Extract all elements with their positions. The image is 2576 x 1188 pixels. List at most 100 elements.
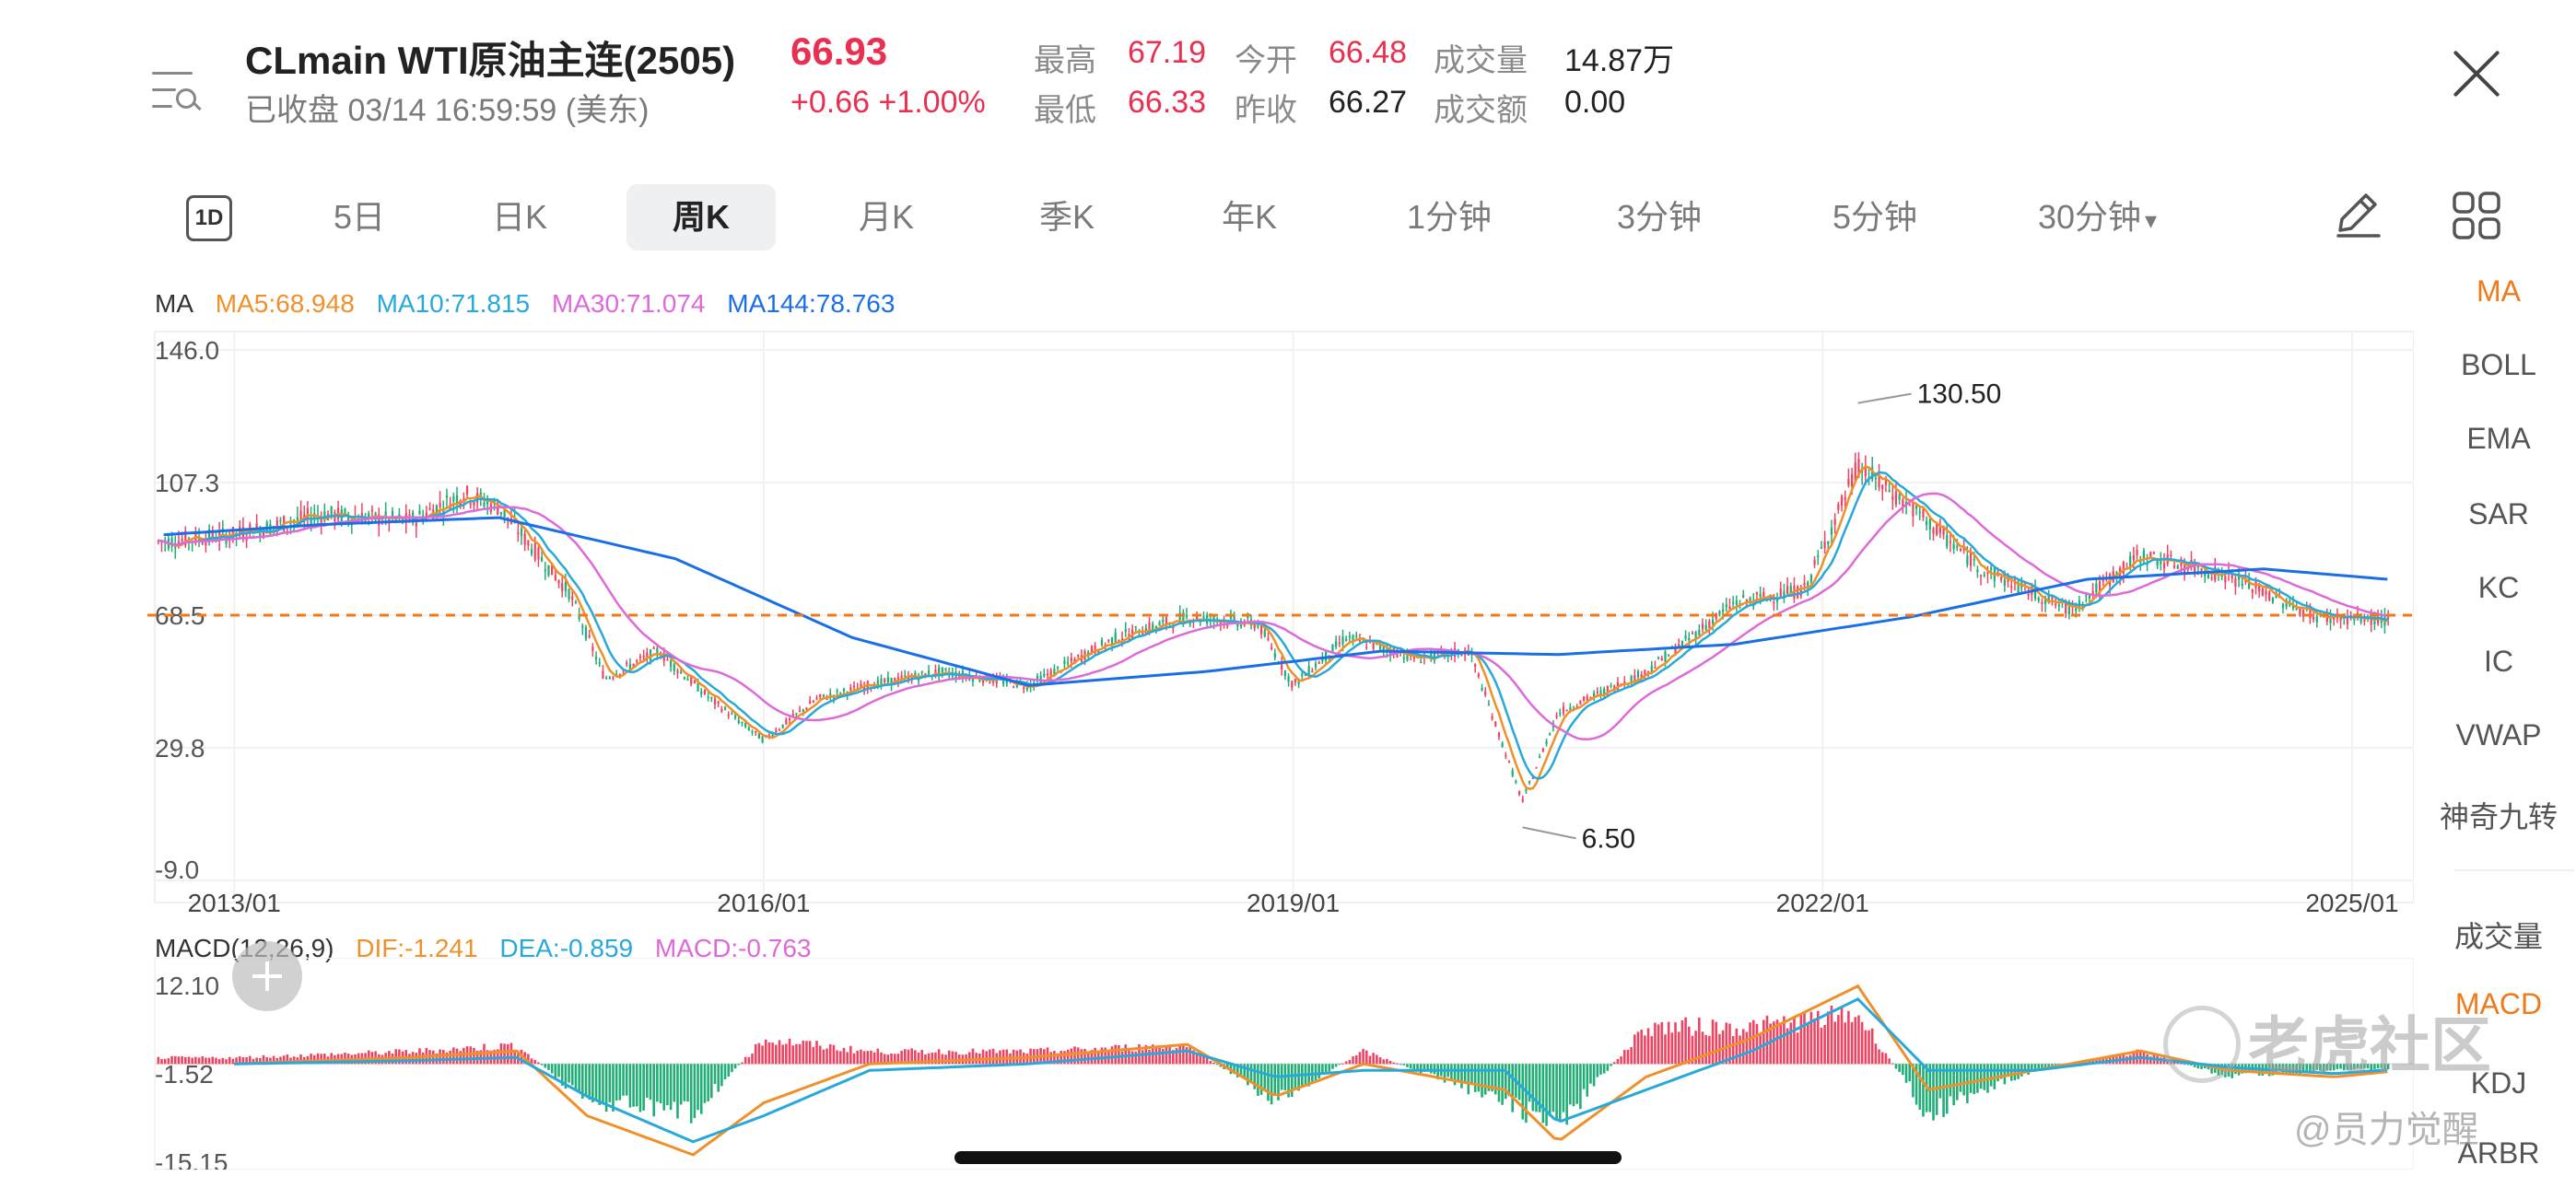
macd-histogram-bar (1799, 1014, 1803, 1065)
candle-body (683, 677, 685, 680)
tab-5min[interactable]: 5分钟 (1832, 198, 1918, 236)
macd-histogram-bar (1233, 1064, 1235, 1075)
candle-body (717, 701, 720, 704)
sidebar-item-sar[interactable]: SAR (2468, 497, 2529, 530)
macd-histogram-bar (1545, 1064, 1548, 1126)
macd-histogram-bar (1253, 1064, 1257, 1089)
sidebar-item-arbr[interactable]: ARBR (2457, 1136, 2540, 1170)
chevron-down-icon: ▾ (2145, 206, 2158, 234)
macd-histogram-bar (1949, 1064, 1952, 1097)
tab-30min[interactable]: 30分钟 ▾ (2038, 184, 2195, 250)
tab-quarterly-k[interactable]: 季K (1038, 198, 1095, 236)
candle-body (1311, 670, 1314, 673)
macd-histogram-bar (1083, 1048, 1086, 1065)
candle-body (1525, 789, 1528, 792)
candle-body (1701, 623, 1704, 629)
macd-histogram-bar (1419, 1064, 1423, 1074)
macd-histogram-bar (1739, 1035, 1741, 1065)
macd-histogram-bar (1249, 1064, 1253, 1083)
candle-body (1881, 484, 1884, 489)
macd-histogram-bar (272, 1055, 275, 1065)
macd-histogram-bar (591, 1064, 594, 1102)
tab-1min[interactable]: 1分钟 (1406, 198, 1493, 236)
macd-histogram-bar (1680, 1019, 1684, 1065)
grid-layout-icon[interactable] (2451, 190, 2502, 241)
stat-label-turnover: 成交额 (1434, 93, 1528, 128)
home-indicator[interactable] (954, 1151, 1622, 1164)
sidebar-item-ma[interactable]: MA (2476, 274, 2521, 308)
candle-body (2057, 604, 2060, 607)
min-price-annotation: 6.50 (1582, 823, 1635, 854)
macd-histogram-bar (812, 1046, 815, 1065)
tab-5day[interactable]: 5日 (333, 198, 386, 236)
candle-body (2043, 597, 2047, 604)
macd-histogram-bar (1670, 1032, 1674, 1065)
macd-histogram-bar (1721, 1030, 1725, 1065)
macd-histogram-bar (2383, 1064, 2386, 1070)
close-icon[interactable] (2451, 48, 2502, 99)
stat-label-prev-close: 昨收 (1235, 93, 1297, 128)
tab-monthly-k[interactable]: 月K (858, 198, 914, 236)
candle-body (1589, 697, 1592, 699)
macd-histogram-bar (1735, 1028, 1739, 1065)
candle-body (880, 678, 883, 685)
macd-histogram-bar (1636, 1031, 1640, 1065)
candle-body (181, 539, 183, 542)
candle-body (798, 710, 802, 712)
sidebar-item-macd[interactable]: MACD (2454, 987, 2543, 1020)
macd-histogram-bar (937, 1049, 941, 1065)
tab-3min[interactable]: 3分钟 (1616, 198, 1703, 236)
candle-body (720, 708, 723, 712)
macd-histogram-bar (269, 1057, 272, 1065)
macd-histogram-bar (265, 1056, 269, 1065)
candle-body (1270, 646, 1273, 649)
candle-body (1684, 635, 1687, 639)
candle-body (1773, 601, 1775, 604)
macd-histogram-bar (860, 1049, 862, 1065)
candle-body (1586, 696, 1588, 701)
sidebar-item-boll[interactable]: BOLL (2461, 348, 2536, 381)
macd-histogram-bar (659, 1064, 662, 1104)
candle-body (2265, 590, 2267, 595)
macd-histogram-bar (2332, 1064, 2336, 1071)
candle-body (2139, 560, 2142, 563)
tab-yearly-k[interactable]: 年K (1221, 198, 1277, 236)
candle-body (1640, 674, 1643, 679)
candle-body (1273, 653, 1276, 658)
macd-histogram-bar (1287, 1064, 1290, 1098)
candle-body (700, 691, 703, 694)
macd-chart[interactable]: 12.10-1.52-15.15 (0, 958, 2414, 1170)
sidebar-item-volume[interactable]: 成交量 (2453, 920, 2543, 953)
macd-histogram-bar (723, 1064, 727, 1080)
tab-daily-k[interactable]: 日K (491, 198, 547, 236)
sidebar-item-vwap[interactable]: VWAP (2455, 718, 2542, 751)
candle-body (938, 667, 941, 676)
macd-histogram-bar (699, 1064, 703, 1114)
macd-histogram-bar (788, 1038, 791, 1065)
menu-search-icon[interactable] (152, 66, 202, 112)
stat-value-prev-close: 66.27 (1329, 85, 1408, 120)
sidebar-item-kdj[interactable]: KDJ (2470, 1066, 2527, 1100)
macd-histogram-bar (1195, 1054, 1199, 1065)
sidebar-item-td-sequential[interactable]: 神奇九转 (2439, 800, 2558, 833)
price-chart[interactable]: 146.0 107.3 68.5 29.8 -9.0 2013/01 2016/01 2019… (0, 322, 2414, 921)
candle-body (476, 493, 479, 503)
sidebar-item-ic[interactable]: IC (2484, 645, 2513, 678)
sidebar-item-ema[interactable]: EMA (2466, 422, 2531, 455)
macd-histogram-bar (1168, 1045, 1171, 1065)
tab-weekly-k[interactable]: 周K (626, 184, 776, 250)
intraday-1d-icon[interactable]: 1D (186, 195, 232, 241)
add-indicator-plus-icon[interactable] (232, 941, 302, 1011)
macd-histogram-bar (1328, 1064, 1331, 1072)
sidebar-item-kc[interactable]: KC (2477, 571, 2520, 604)
macd-histogram-bar (1731, 1036, 1735, 1065)
candle-body (1874, 477, 1877, 480)
candle-body (1541, 748, 1544, 752)
pencil-draw-icon[interactable] (2331, 188, 2384, 241)
ma144-line (163, 516, 2388, 687)
macd-histogram-bar (1789, 1022, 1793, 1065)
macd-histogram-bar (1833, 1021, 1836, 1065)
candle-body (1668, 655, 1670, 657)
candle-body (656, 647, 659, 654)
macd-histogram-bar (778, 1040, 781, 1065)
